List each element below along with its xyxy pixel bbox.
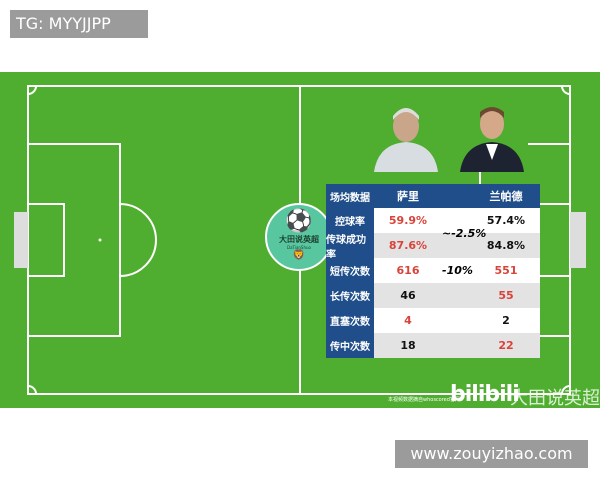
- sarri-value: 87.6%: [388, 239, 428, 252]
- table-row: 传中次数 18 22: [326, 333, 540, 358]
- table-row: 直塞次数 4 2: [326, 308, 540, 333]
- coach-photo-sarri: [370, 100, 442, 172]
- football-icon: ⚽: [285, 209, 313, 234]
- stats-table: 场均数据 萨里 兰帕德 控球率 59.9% 57.4% 传球成功率 87.6% ~…: [326, 184, 540, 358]
- lampard-value: 55: [498, 289, 514, 302]
- table-row: 控球率 59.9% 57.4%: [326, 208, 540, 233]
- header-label: 场均数据: [326, 184, 374, 208]
- badge-name: 大田说英超: [279, 235, 319, 244]
- sarri-value: 46: [400, 289, 416, 302]
- table-row: 传球成功率 87.6% ~-2.5% 84.8%: [326, 227, 540, 261]
- channel-badge: ⚽ 大田说英超 DaTianShuo 🦁: [265, 203, 333, 271]
- row-label: 短传次数: [326, 258, 374, 283]
- row-label: 控球率: [326, 208, 374, 233]
- sarri-value: 59.9%: [388, 214, 428, 227]
- coach-photo-lampard: [456, 100, 528, 172]
- row-label: 直塞次数: [326, 308, 374, 333]
- watermark-top: TG: MYYJJPP: [10, 10, 148, 38]
- lion-icon: 🦁: [292, 250, 306, 261]
- diff-value: ~-2.5%: [442, 227, 487, 240]
- sarri-value: 4: [404, 314, 412, 327]
- channel-watermark: 大田说英超: [510, 388, 600, 409]
- lampard-value: 551: [494, 264, 518, 277]
- lampard-value: 57.4%: [486, 214, 526, 227]
- row-label: 传球成功率: [326, 233, 374, 261]
- data-source: 本视频数据摘自whoscored官网: [388, 397, 460, 403]
- header-lampard: 兰帕德: [489, 190, 523, 203]
- sarri-value: 616: [396, 264, 420, 277]
- bilibili-logo: bilibili: [450, 382, 520, 407]
- lampard-value: 2: [502, 314, 510, 327]
- lampard-value: 22: [498, 339, 514, 352]
- header-sarri: 萨里: [397, 190, 419, 203]
- row-label: 传中次数: [326, 333, 374, 358]
- table-row: 短传次数 616 -10% 551: [326, 258, 540, 283]
- table-header: 场均数据 萨里 兰帕德: [326, 184, 540, 208]
- sarri-value: 18: [400, 339, 416, 352]
- diff-value: -10%: [442, 264, 473, 277]
- lampard-value: 84.8%: [486, 239, 526, 252]
- watermark-bottom: www.zouyizhao.com: [395, 440, 588, 468]
- badge-sub: DaTianShuo: [286, 245, 311, 250]
- row-label: 长传次数: [326, 283, 374, 308]
- table-row: 长传次数 46 55: [326, 283, 540, 308]
